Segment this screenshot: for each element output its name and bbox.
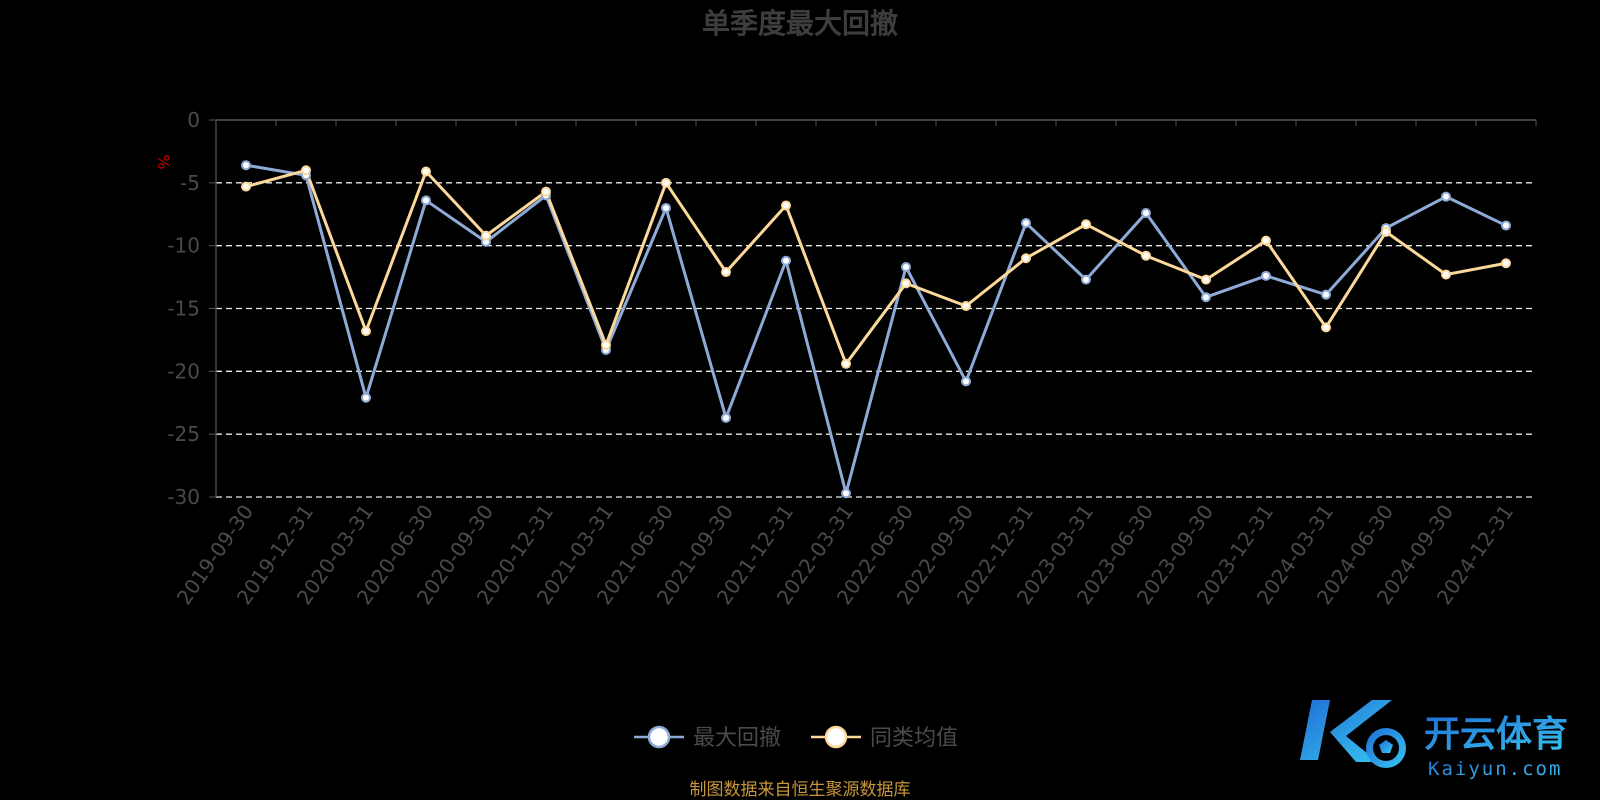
legend-marker-peer-average <box>826 727 846 747</box>
data-point[interactable] <box>662 179 670 187</box>
data-point[interactable] <box>1022 254 1030 262</box>
y-axis-unit-label: % <box>154 154 173 169</box>
series-lines <box>242 161 1510 497</box>
data-point[interactable] <box>962 377 970 385</box>
data-point[interactable] <box>1262 272 1270 280</box>
data-point[interactable] <box>1082 220 1090 228</box>
series-line-0 <box>246 165 1506 493</box>
y-tick-label: -5 <box>180 171 200 195</box>
data-point[interactable] <box>242 183 250 191</box>
data-point[interactable] <box>1202 276 1210 284</box>
data-point[interactable] <box>1262 237 1270 245</box>
data-point[interactable] <box>602 341 610 349</box>
watermark-logo: 开云体育 Kaiyun.com <box>1300 700 1568 780</box>
data-source-note: 制图数据来自恒生聚源数据库 <box>690 780 911 800</box>
data-point[interactable] <box>542 188 550 196</box>
chart-title: 单季度最大回撤 <box>702 7 898 40</box>
legend-item-peer-average[interactable]: 同类均值 <box>811 726 958 751</box>
data-point[interactable] <box>1502 222 1510 230</box>
data-point[interactable] <box>1322 291 1330 299</box>
data-point[interactable] <box>362 394 370 402</box>
data-point[interactable] <box>842 360 850 368</box>
legend: 最大回撤 同类均值 <box>634 726 958 751</box>
data-point[interactable] <box>1082 276 1090 284</box>
data-point[interactable] <box>722 414 730 422</box>
data-point[interactable] <box>782 257 790 265</box>
data-point[interactable] <box>1022 219 1030 227</box>
data-point[interactable] <box>722 268 730 276</box>
data-point[interactable] <box>1502 259 1510 267</box>
data-point[interactable] <box>422 168 430 176</box>
y-tick-label: -30 <box>167 485 200 509</box>
data-point[interactable] <box>302 166 310 174</box>
data-point[interactable] <box>842 489 850 497</box>
data-point[interactable] <box>902 263 910 271</box>
data-point[interactable] <box>362 327 370 335</box>
y-tick-label: -15 <box>167 297 200 321</box>
y-tick-label: -20 <box>167 359 200 383</box>
data-point[interactable] <box>1382 228 1390 236</box>
legend-label-peer-average: 同类均值 <box>870 726 958 751</box>
data-point[interactable] <box>242 161 250 169</box>
data-point[interactable] <box>1442 271 1450 279</box>
series-line-1 <box>246 170 1506 364</box>
data-point[interactable] <box>962 302 970 310</box>
data-point[interactable] <box>902 279 910 287</box>
legend-label-max-drawdown: 最大回撤 <box>693 726 781 751</box>
data-point[interactable] <box>1142 209 1150 217</box>
y-tick-label: -10 <box>167 234 200 258</box>
data-point[interactable] <box>1202 293 1210 301</box>
gridlines <box>216 183 1536 497</box>
data-point[interactable] <box>782 201 790 209</box>
data-point[interactable] <box>482 232 490 240</box>
data-point[interactable] <box>422 196 430 204</box>
watermark-en-text: Kaiyun.com <box>1428 758 1562 780</box>
y-tick-label: -25 <box>167 422 200 446</box>
data-point[interactable] <box>662 204 670 212</box>
x-axis-ticks: 2019-09-302019-12-312020-03-312020-06-30… <box>172 500 1518 609</box>
y-tick-label: 0 <box>187 108 200 132</box>
data-point[interactable] <box>1142 252 1150 260</box>
data-point[interactable] <box>1442 193 1450 201</box>
legend-item-max-drawdown[interactable]: 最大回撤 <box>634 726 781 751</box>
data-point[interactable] <box>1322 323 1330 331</box>
legend-marker-max-drawdown <box>649 727 669 747</box>
watermark-cn-text: 开云体育 <box>1424 714 1568 755</box>
